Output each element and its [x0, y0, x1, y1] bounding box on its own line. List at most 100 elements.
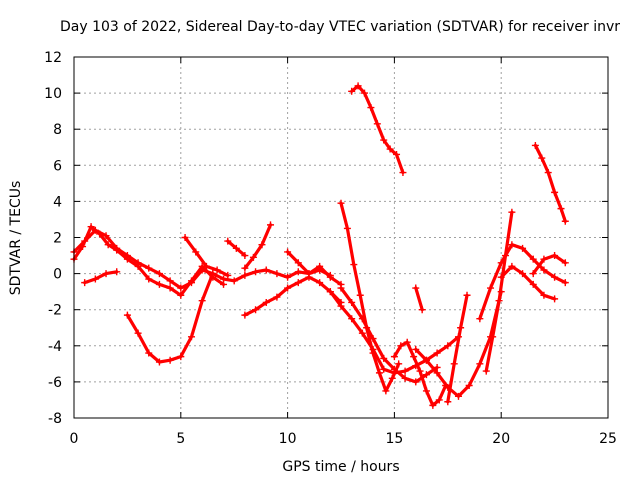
data-point-marker	[369, 335, 377, 343]
y-tick-label: 12	[44, 50, 62, 66]
data-point-marker	[508, 208, 516, 216]
y-tick-label: -6	[48, 375, 62, 391]
data-point-marker	[358, 329, 366, 337]
y-tick-label: 8	[53, 122, 62, 138]
data-point-marker	[393, 150, 401, 158]
data-point-marker	[551, 188, 559, 196]
data-point-marker	[416, 367, 424, 375]
data-point-marker	[551, 252, 559, 260]
data-point-marker	[192, 248, 200, 256]
data-point-marker	[326, 288, 334, 296]
grid-lines	[74, 57, 608, 418]
data-point-marker	[96, 230, 104, 238]
data-point-marker	[284, 248, 292, 256]
data-point-marker	[177, 291, 185, 299]
data-point-marker	[551, 273, 559, 281]
data-point-marker	[316, 279, 324, 287]
data-point-marker	[273, 293, 281, 301]
data-point-marker	[433, 369, 441, 377]
data-point-marker	[540, 255, 548, 263]
data-point-marker	[294, 279, 302, 287]
data-point-marker	[454, 392, 462, 400]
data-point-marker	[337, 199, 345, 207]
data-point-marker	[284, 273, 292, 281]
data-point-marker	[166, 356, 174, 364]
x-tick-label: 10	[279, 431, 297, 447]
data-point-marker	[508, 241, 516, 249]
series-track-16	[446, 293, 469, 404]
data-point-marker	[561, 217, 569, 225]
data-point-marker	[358, 315, 366, 323]
data-point-marker	[401, 367, 409, 375]
data-point-marker	[258, 241, 266, 249]
data-point-marker	[373, 120, 381, 128]
series-track-8	[243, 275, 343, 317]
y-tick-label: 0	[53, 267, 62, 283]
data-point-marker	[102, 232, 110, 240]
data-point-marker	[386, 145, 394, 153]
data-point-marker	[380, 365, 388, 373]
data-point-marker	[249, 253, 257, 261]
x-tick-label: 0	[70, 431, 79, 447]
x-tick-label: 5	[176, 431, 185, 447]
data-point-marker	[390, 353, 398, 361]
data-point-marker	[252, 268, 260, 276]
data-point-marker	[380, 136, 388, 144]
y-tick-label: 4	[53, 194, 62, 210]
y-axis-ticks: -8 -6 -4 -2 0 2 4 6 8 10 12	[44, 50, 608, 427]
series-track-17	[414, 286, 424, 312]
data-point-marker	[457, 324, 465, 332]
data-point-marker	[166, 284, 174, 292]
data-point-marker	[134, 262, 142, 270]
data-point-marker	[241, 311, 249, 319]
data-point-marker	[91, 275, 99, 283]
y-tick-label: 10	[44, 86, 62, 102]
data-point-marker	[252, 306, 260, 314]
series-track-10	[339, 201, 401, 393]
data-point-marker	[482, 367, 490, 375]
data-point-marker	[348, 87, 356, 95]
data-point-marker	[348, 315, 356, 323]
x-axis-label: GPS time / hours	[282, 459, 399, 475]
data-point-marker	[326, 273, 334, 281]
data-point-marker	[145, 349, 153, 357]
y-tick-label: 6	[53, 158, 62, 174]
data-point-marker	[476, 315, 484, 323]
data-point-marker	[181, 234, 189, 241]
series-track-12	[339, 286, 439, 384]
data-point-marker	[561, 279, 569, 287]
data-point-marker	[412, 345, 420, 353]
data-point-marker	[540, 266, 548, 274]
data-point-marker	[241, 264, 249, 272]
data-point-marker	[495, 297, 503, 305]
data-point-marker	[209, 270, 217, 278]
data-point-marker	[444, 342, 452, 350]
data-point-marker	[241, 252, 249, 260]
data-point-marker	[557, 205, 565, 213]
data-point-marker	[412, 284, 420, 292]
data-point-marker	[177, 284, 185, 292]
data-point-marker	[294, 268, 302, 276]
data-point-marker	[551, 295, 559, 303]
data-point-marker	[224, 237, 232, 245]
data-point-marker	[134, 329, 142, 337]
series-track-2	[72, 225, 226, 297]
data-point-marker	[410, 353, 418, 361]
data-point-marker	[81, 279, 89, 287]
data-point-marker	[450, 360, 458, 368]
data-point-marker	[529, 280, 537, 288]
data-point-marker	[145, 264, 153, 272]
data-point-marker	[360, 89, 368, 97]
x-tick-label: 15	[385, 431, 403, 447]
data-point-marker	[354, 82, 362, 90]
data-point-marker	[418, 306, 426, 314]
data-point-marker	[273, 270, 281, 278]
x-tick-label: 20	[492, 431, 510, 447]
data-point-marker	[198, 297, 206, 305]
data-point-marker	[155, 280, 163, 288]
data-point-marker	[220, 280, 228, 288]
data-point-marker	[519, 270, 527, 278]
data-point-marker	[267, 221, 275, 229]
series-track-9	[286, 250, 343, 286]
series-track-22	[533, 143, 567, 223]
